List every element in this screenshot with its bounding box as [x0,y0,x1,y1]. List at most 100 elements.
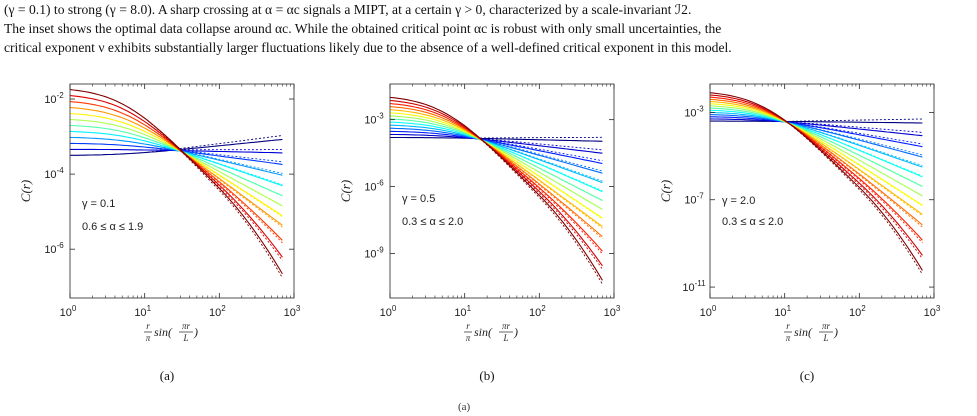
series-line [710,120,923,124]
figure-caption: (γ = 0.1) to strong (γ = 8.0). A sharp c… [4,0,974,57]
x-axis-label: rπ sin(πr L) [144,321,198,343]
series-line [710,114,923,158]
svg-text:sin(: sin( [794,325,813,339]
alpha-range-annotation: 0.6 ≤ α ≤ 1.9 [82,221,143,233]
x-tick-label: 100 [700,304,717,319]
series-fit-line [467,131,603,229]
series-fit-line [787,122,923,177]
series-fit-line [787,122,923,187]
subfigure-label-c: (c) [799,368,815,383]
plot-frame [69,83,295,299]
svg-text:sin(: sin( [154,325,173,339]
alpha-range-annotation: 0.3 ≤ α ≤ 2.0 [722,216,783,228]
series-fit-line [467,134,603,192]
svg-text:πr: πr [502,321,511,331]
series-line [390,121,603,193]
series-fit-line [787,122,923,207]
panel-a: 100 101 102 103 10-6 10-4 10-2 C(r) r π sin(πr L) γ … [4,70,324,352]
series-fit-line [147,146,283,163]
series-fit-line [147,135,283,207]
series-fit-line [147,144,283,174]
y-tick-label: 10-2 [44,91,64,106]
y-tick-label: 10-3 [684,104,704,119]
series-fit-line [787,122,923,156]
plot-frame [709,83,935,299]
svg-text:πr: πr [182,321,191,331]
svg-text:r: r [146,321,150,331]
series-line [710,96,923,241]
x-tick-label: 101 [454,304,471,319]
svg-text:): ) [193,325,198,339]
series-line [390,133,603,154]
x-tick-label: 103 [924,304,941,319]
svg-text:): ) [513,325,518,339]
series-fit-line [147,120,283,279]
x-tick-label: 103 [604,304,621,319]
series-fit-line [147,129,283,228]
series-line [390,102,603,252]
x-tick-label: 102 [529,304,546,319]
svg-text:sin(: sin( [474,325,493,339]
series-group [390,96,603,285]
gamma-annotation: γ = 0.5 [402,193,435,205]
series-fit-line [467,136,603,162]
series-fit-line [467,136,603,172]
series-fit-line [787,121,923,145]
series-line [390,96,603,281]
series-fit-line [787,122,923,275]
series-fit-line [787,122,923,167]
series-line [390,130,603,165]
series-fit-line [787,122,923,197]
subfigure-label-a: (a) [159,368,175,383]
subfigure-label-b: (b) [479,368,495,383]
series-fit-line [787,121,923,133]
chart-c: 100 101 102 103 10-11 10-7 10-3 C(r) rπ sin(πr L) γ… [658,83,941,343]
alpha-range-annotation: 0.3 ≤ α ≤ 2.0 [402,216,463,228]
caption-line-3: critical exponent ν exhibits substantial… [4,40,732,55]
gamma-annotation: γ = 0.1 [82,198,115,210]
x-tick-label: 101 [134,304,151,319]
svg-text:π: π [786,333,791,343]
y-tick-label: 10-3 [364,112,384,127]
series-fit-line [467,130,603,240]
series-fit-line [787,122,923,217]
plot-frame [389,83,615,299]
series-line [710,109,923,178]
svg-text:π: π [466,333,471,343]
svg-text:πr: πr [822,321,831,331]
series-line [710,103,923,206]
gamma-annotation: γ = 2.0 [722,195,755,207]
y-tick-label: 10-6 [364,179,384,194]
x-axis-label: rπ sin(πr L) [464,321,518,343]
x-tick-label: 102 [849,304,866,319]
series-line [390,127,603,174]
series-line [390,118,603,202]
series-fit-line [787,118,923,122]
caption-line-1: (γ = 0.1) to strong (γ = 8.0). A sharp c… [4,2,692,17]
y-tick-label: 10-6 [44,241,64,256]
page-footer-mark: (a) [458,401,471,413]
y-tick-label: 10-4 [44,166,64,181]
series-fit-line [147,123,283,261]
x-axis-label: rπ sin(πr L) [784,321,838,343]
svg-text:r: r [786,321,790,331]
series-fit-line [467,136,603,139]
series-group [70,89,283,279]
y-axis-label: C(r) [658,180,673,202]
series-line [710,94,923,256]
series-group [710,92,923,275]
chart-a: 100 101 102 103 10-6 10-4 10-2 C(r) rπ sin(πr L) γ … [18,83,301,343]
series-line [710,92,923,271]
y-tick-label: 10-9 [364,245,384,260]
y-tick-label: 10-7 [684,192,704,207]
svg-text:): ) [833,325,838,339]
series-fit-line [787,122,923,228]
chart-b: 100 101 102 103 10-9 10-6 10-3 C(r) rπ sin(πr L) γ … [338,83,621,343]
series-fit-line [147,141,283,186]
series-line [390,136,603,142]
series-fit-line [467,127,603,285]
series-line [70,130,283,187]
panel-b: 100 101 102 103 10-9 10-6 10-3 C(r) r π sin(πr L) γ … [324,70,644,352]
svg-text:r: r [466,321,470,331]
series-line [710,116,923,148]
